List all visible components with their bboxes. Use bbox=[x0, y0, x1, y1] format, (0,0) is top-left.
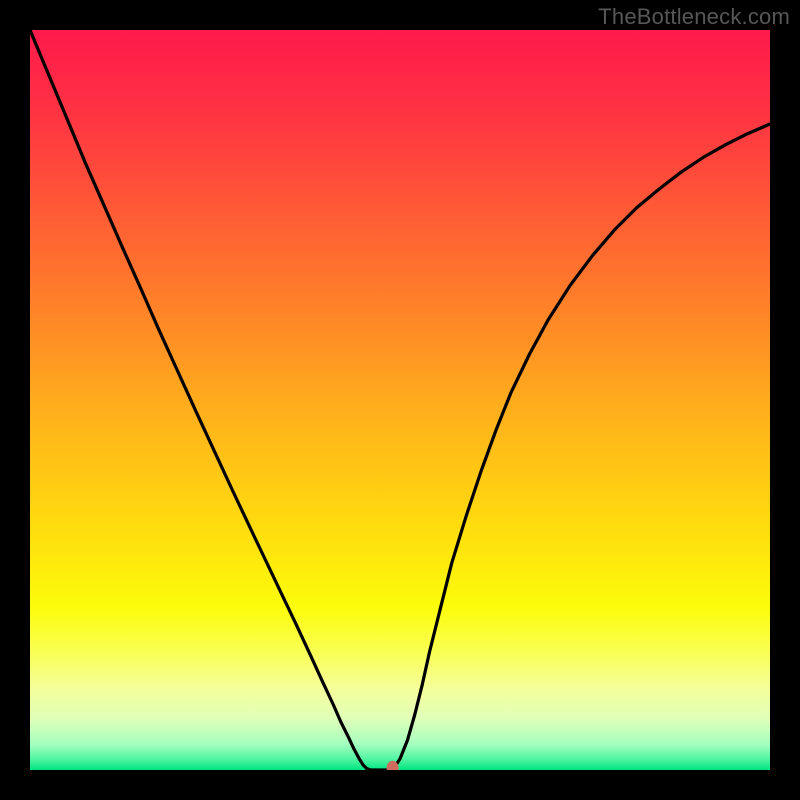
gradient-background bbox=[30, 30, 770, 770]
bottleneck-chart bbox=[30, 30, 770, 770]
watermark-text: TheBottleneck.com bbox=[598, 4, 790, 30]
